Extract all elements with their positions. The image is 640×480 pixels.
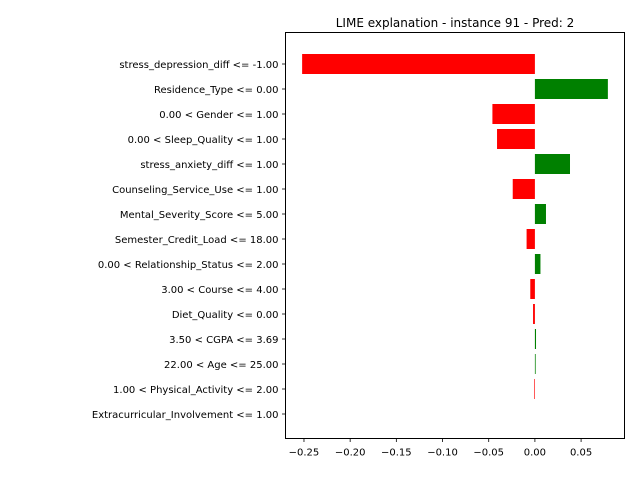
- x-tick-label: −0.05: [473, 448, 504, 459]
- y-tick-label: 0.00 < Sleep_Quality <= 1.00: [128, 135, 279, 146]
- y-tick-label: Residence_Type <= 0.00: [154, 85, 278, 96]
- y-tick-label: 3.00 < Course <= 4.00: [161, 285, 278, 296]
- y-tick-label: Extracurricular_Involvement <= 1.00: [92, 410, 279, 421]
- bar-10: [533, 304, 535, 324]
- y-tick-label: 0.00 < Relationship_Status <= 2.00: [98, 260, 279, 271]
- x-tick-label: −0.10: [427, 448, 458, 459]
- bar-13: [534, 379, 535, 399]
- bar-12: [534, 354, 536, 374]
- x-ticks: −0.25 −0.20 −0.15 −0.10 −0.05 0.00 0.05: [289, 438, 592, 459]
- plot-area: [285, 32, 625, 439]
- y-tick-label: Semester_Credit_Load <= 18.00: [115, 235, 279, 246]
- y-tick-label: 22.00 < Age <= 25.00: [164, 360, 278, 371]
- y-tick-label: stress_depression_diff <= -1.00: [119, 60, 278, 71]
- y-tick-label: 1.00 < Physical_Activity <= 2.00: [113, 385, 278, 396]
- bar-0: [302, 54, 535, 74]
- y-tick-label: Diet_Quality <= 0.00: [172, 310, 279, 321]
- x-tick-label: −0.20: [335, 448, 366, 459]
- bar-6: [534, 204, 546, 224]
- y-tick-label: Counseling_Service_Use <= 1.00: [112, 185, 278, 196]
- x-tick-label: −0.15: [381, 448, 412, 459]
- x-tick-label: 0.00: [524, 448, 546, 459]
- bar-7: [526, 229, 535, 249]
- bars-group: [302, 54, 608, 399]
- bar-9: [530, 279, 535, 299]
- bar-8: [534, 254, 541, 274]
- x-tick-label: −0.25: [289, 448, 320, 459]
- chart-title: LIME explanation - instance 91 - Pred: 2: [336, 16, 575, 30]
- bar-4: [534, 154, 571, 174]
- y-tick-label: Mental_Severity_Score <= 5.00: [120, 210, 279, 221]
- y-tick-labels: stress_depression_diff <= -1.00 Residence…: [92, 60, 286, 421]
- bar-5: [512, 179, 535, 199]
- bar-11: [534, 329, 537, 349]
- bar-2: [492, 104, 535, 124]
- bar-1: [534, 79, 608, 99]
- y-tick-label: stress_anxiety_diff <= 1.00: [140, 160, 278, 171]
- x-tick-label: 0.05: [570, 448, 592, 459]
- bar-3: [497, 129, 535, 149]
- y-tick-label: 0.00 < Gender <= 1.00: [159, 110, 278, 121]
- y-tick-label: 3.50 < CGPA <= 3.69: [169, 335, 278, 346]
